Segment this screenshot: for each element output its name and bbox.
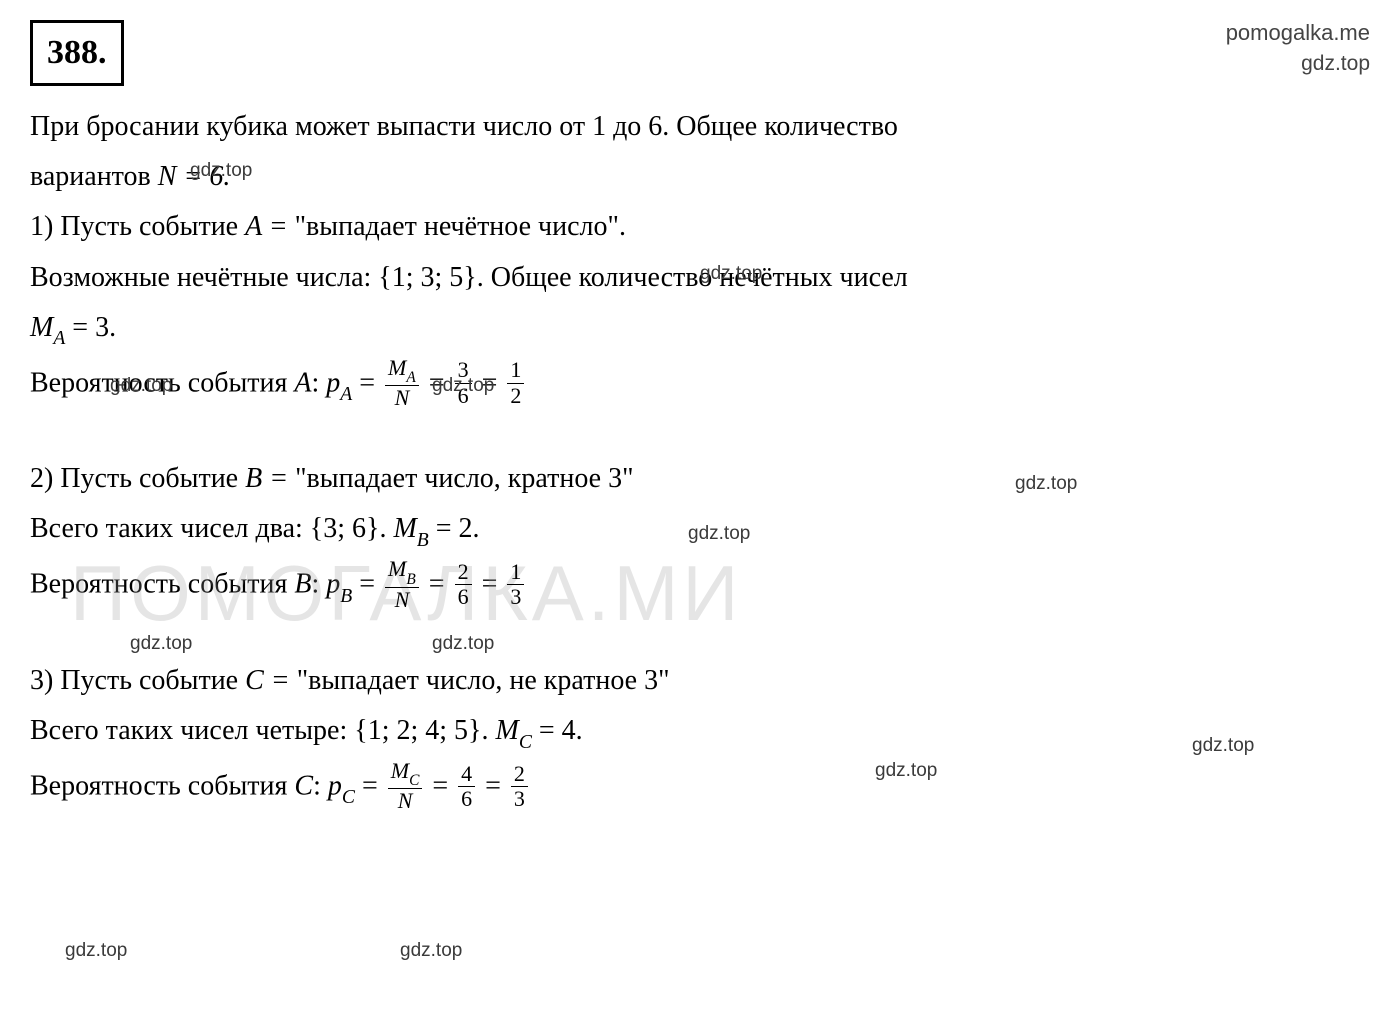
content: ПОМОГАЛКА.МИ При бросании кубика может в… [30,104,1370,815]
p3-f3n: 2 [511,762,528,787]
p3-f1ns: C [409,772,419,789]
p2-l1-post: "выпадает число, кратное 3" [295,463,633,494]
p3-eq3: = [478,771,508,802]
part2-line1: 2) Пусть событие B = "выпадает число, кр… [30,456,1370,502]
p2-frac2: 26 [455,560,472,609]
p3-l3-var: C [294,771,313,802]
p3-f1n: M [391,758,409,783]
p1-l3-post: = 3. [65,312,116,343]
watermark-line2: gdz.top [1226,49,1370,78]
p3-frac1: MCN [388,759,423,814]
p1-l4-p: p [326,367,340,398]
part3-line3: Вероятность события C: pC = MCN = 46 = 2… [30,761,1370,816]
p2-f2n: 2 [455,560,472,585]
p2-f1d: N [392,588,413,612]
p1-f2d: 6 [455,384,472,408]
p2-frac3: 13 [507,560,524,609]
p3-l3-psub: C [342,787,355,808]
p2-l2-post: = 2. [429,513,480,544]
p1-l1-post: "выпадает нечётное число". [295,211,626,242]
part2-line2: Всего таких чисел два: {3; 6}. MB = 2. [30,506,1370,555]
p3-l3-p: p [328,771,342,802]
p1-f2n: 3 [455,358,472,383]
p2-frac1: MBN [385,557,419,612]
p2-eq1: = [352,569,382,600]
p2-f2d: 6 [455,585,472,609]
p2-l3-colon: : [312,569,327,600]
p1-eq3: = [475,367,505,398]
p1-frac3: 12 [507,358,524,407]
part3-line2: Всего таких чисел четыре: {1; 2; 4; 5}. … [30,708,1370,757]
part1-line3: MA = 3. [30,305,1370,354]
intro-formula: N = 6. [158,161,231,192]
p2-f1n: M [388,556,406,581]
p2-l3-psub: B [340,586,352,607]
p1-frac2: 36 [455,358,472,407]
p2-l2-pre: Всего таких чисел два: {3; 6}. [30,513,393,544]
gdz-watermark: gdz.top [65,935,127,966]
p2-l3-p: p [326,569,340,600]
p3-frac2: 46 [458,762,475,811]
watermark-line1: pomogalka.me [1226,18,1370,49]
p3-l3-colon: : [313,771,328,802]
p1-f1ns: A [406,369,415,386]
p2-l3-pre: Вероятность события [30,569,294,600]
p1-f3n: 1 [507,358,524,383]
p1-l4-psub: A [340,384,352,405]
p2-l2-m: M [393,513,416,544]
p1-l1-formula: A = [245,211,295,242]
intro-line1: При бросании кубика может выпасти число … [30,104,1370,150]
p1-l1-pre: 1) Пусть событие [30,211,245,242]
p3-l1-post: "выпадает число, не кратное 3" [297,665,670,696]
p3-l1-formula: C = [245,665,297,696]
p3-l1-pre: 3) Пусть событие [30,665,245,696]
p2-f3n: 1 [507,560,524,585]
intro-line2: вариантов N = 6. [30,154,1370,200]
p1-frac1: MAN [385,356,419,411]
part1-line4: Вероятность события A: pA = MAN = 36 = 1… [30,358,1370,413]
p2-l1-pre: 2) Пусть событие [30,463,245,494]
p1-eq2: = [422,367,452,398]
p1-f1d: N [392,386,413,410]
p1-l4-pre: Вероятность события [30,367,294,398]
p1-l4-colon: : [312,367,327,398]
p1-f1n: M [388,355,406,380]
p3-f2d: 6 [458,787,475,811]
p2-f1ns: B [406,571,415,588]
part2-line3: Вероятность события B: pB = MBN = 26 = 1… [30,559,1370,614]
problem-number: 388. [30,20,124,86]
watermark-top-right: pomogalka.me gdz.top [1226,18,1370,78]
p1-l3-sub: A [53,328,65,349]
part3-line1: 3) Пусть событие C = "выпадает число, не… [30,658,1370,704]
p3-frac3: 23 [511,762,528,811]
p2-l2-sub: B [417,530,429,551]
p3-f2n: 4 [458,762,475,787]
p2-l3-var: B [294,569,311,600]
p3-f1d: N [395,789,416,813]
p1-l4-var: A [294,367,311,398]
p3-l2-pre: Всего таких чисел четыре: {1; 2; 4; 5}. [30,715,495,746]
p3-l3-pre: Вероятность события [30,771,294,802]
part1-line2: Возможные нечётные числа: {1; 3; 5}. Общ… [30,255,1370,301]
p2-eq3: = [475,569,505,600]
p3-eq1: = [355,771,385,802]
p2-eq2: = [422,569,452,600]
part1-line1: 1) Пусть событие A = "выпадает нечётное … [30,204,1370,250]
intro-line2-pre: вариантов [30,161,158,192]
p3-l2-sub: C [519,732,532,753]
p1-eq1: = [352,367,382,398]
p1-f3d: 2 [507,384,524,408]
p2-f3d: 3 [507,585,524,609]
p3-eq2: = [425,771,455,802]
p3-l2-post: = 4. [532,715,583,746]
p2-l1-formula: B = [245,463,295,494]
p3-l2-m: M [495,715,518,746]
p1-l3-m: M [30,312,53,343]
gdz-watermark: gdz.top [400,935,462,966]
p3-f3d: 3 [511,787,528,811]
